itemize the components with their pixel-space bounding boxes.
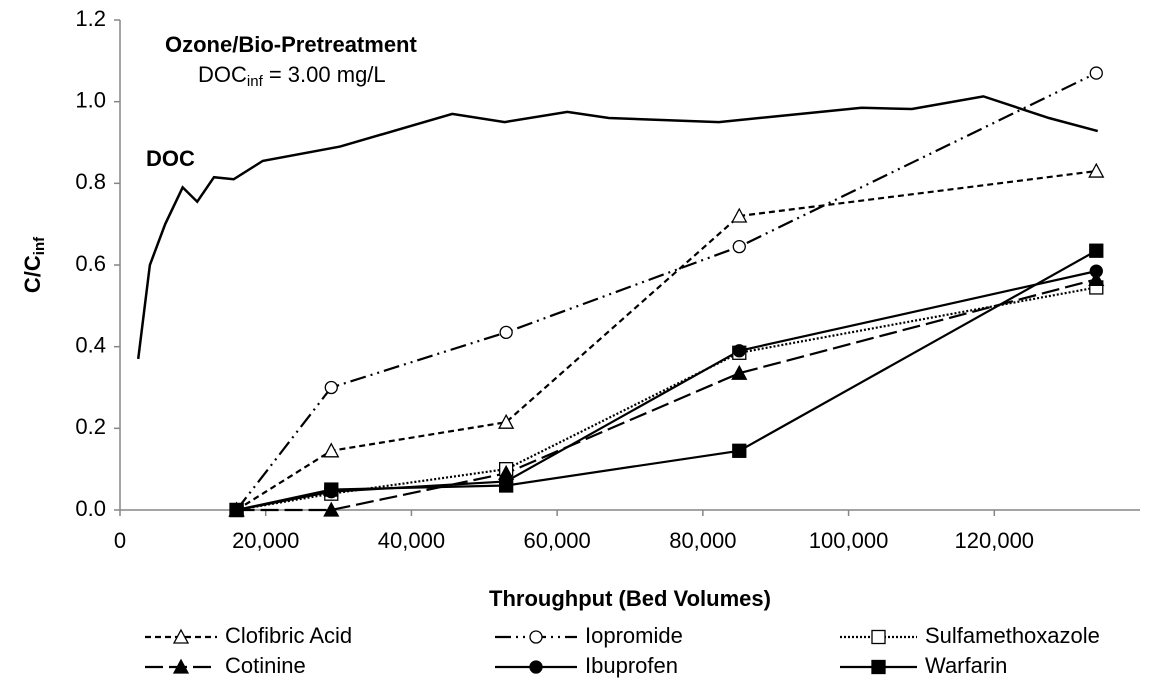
annotation-doc-rest: = 3.00 mg/L (263, 62, 386, 87)
marker (324, 482, 339, 497)
legend-label: Clofibric Acid (225, 623, 352, 648)
marker (732, 239, 746, 254)
doc-line (136, 95, 1099, 360)
y-label-text: C/C (20, 255, 45, 293)
series-line (236, 270, 1097, 512)
legend-label: Ibuprofen (585, 653, 678, 678)
y-tick-label: 0.0 (75, 496, 106, 521)
y-tick-label: 0.4 (75, 332, 106, 357)
y-tick-label: 0.2 (75, 414, 106, 439)
marker (172, 628, 190, 644)
marker (871, 629, 886, 645)
marker (732, 443, 747, 458)
y-tick-label: 0.8 (75, 169, 106, 194)
marker (499, 325, 513, 340)
y-tick-label: 1.2 (75, 6, 106, 31)
x-tick-label: 60,000 (523, 528, 590, 553)
x-tick-label: 20,000 (232, 528, 299, 553)
legend-label: Sulfamethoxazole (925, 623, 1100, 648)
marker (1089, 243, 1104, 258)
x-tick-label: 0 (114, 528, 126, 553)
x-tick-label: 80,000 (669, 528, 736, 553)
marker (498, 413, 515, 429)
y-axis-label: C/Cinf (20, 236, 48, 293)
x-tick-label: 100,000 (809, 528, 889, 553)
y-tick-label: 0.6 (75, 251, 106, 276)
legend-label: Iopromide (585, 623, 683, 648)
legend-label: Warfarin (925, 653, 1007, 678)
annotation-doc: DOCinf = 3.00 mg/L (198, 62, 386, 90)
marker (172, 658, 190, 674)
series-line (236, 278, 1097, 512)
marker (731, 364, 748, 380)
marker (871, 659, 886, 675)
y-label-sub: inf (31, 236, 48, 255)
series-line (236, 286, 1097, 512)
x-axis-label: Throughput (Bed Volumes) (489, 586, 771, 611)
marker (732, 344, 746, 358)
marker (323, 442, 340, 458)
marker (731, 207, 748, 223)
marker (529, 630, 543, 644)
x-tick-label: 120,000 (955, 528, 1035, 553)
marker (323, 501, 340, 517)
marker (229, 502, 244, 518)
annotation-title: Ozone/Bio-Pretreatment (165, 32, 417, 57)
y-tick-label: 1.0 (75, 87, 106, 112)
marker (1088, 270, 1105, 286)
x-tick-label: 40,000 (378, 528, 445, 553)
marker (498, 478, 514, 493)
marker (1088, 162, 1105, 178)
annotation-doc-text: DOC (198, 62, 247, 87)
marker (1089, 264, 1103, 278)
marker (1089, 66, 1103, 80)
curve-label: DOC (146, 146, 195, 171)
series-line (235, 169, 1097, 511)
marker (529, 660, 543, 674)
annotation-doc-sub: inf (247, 73, 264, 90)
legend-label: Cotinine (225, 653, 306, 678)
series-line (236, 249, 1097, 512)
marker (324, 380, 338, 395)
